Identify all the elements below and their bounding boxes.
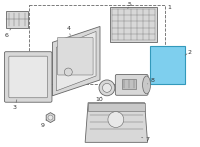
Circle shape [108,112,124,127]
Text: 8: 8 [148,78,154,84]
FancyBboxPatch shape [122,79,136,89]
Circle shape [99,80,115,96]
Polygon shape [52,26,100,96]
Text: 2: 2 [185,50,191,55]
Text: 6: 6 [5,28,11,38]
Circle shape [48,115,53,120]
Circle shape [102,83,111,92]
Text: 5: 5 [128,2,132,9]
FancyBboxPatch shape [110,7,157,42]
Ellipse shape [143,76,151,94]
FancyBboxPatch shape [88,103,145,111]
Polygon shape [56,31,96,91]
Text: 1: 1 [165,5,171,16]
FancyBboxPatch shape [115,75,148,95]
FancyBboxPatch shape [9,56,48,98]
FancyBboxPatch shape [150,46,185,84]
Text: 4: 4 [66,26,70,35]
FancyBboxPatch shape [4,52,52,102]
Text: 7: 7 [142,137,150,142]
FancyBboxPatch shape [57,37,93,75]
Text: 10: 10 [95,97,103,102]
Polygon shape [85,103,148,142]
Text: 9: 9 [41,120,47,128]
FancyBboxPatch shape [6,11,28,28]
Circle shape [64,68,72,76]
Bar [29,5,165,84]
Text: 3: 3 [13,100,17,110]
